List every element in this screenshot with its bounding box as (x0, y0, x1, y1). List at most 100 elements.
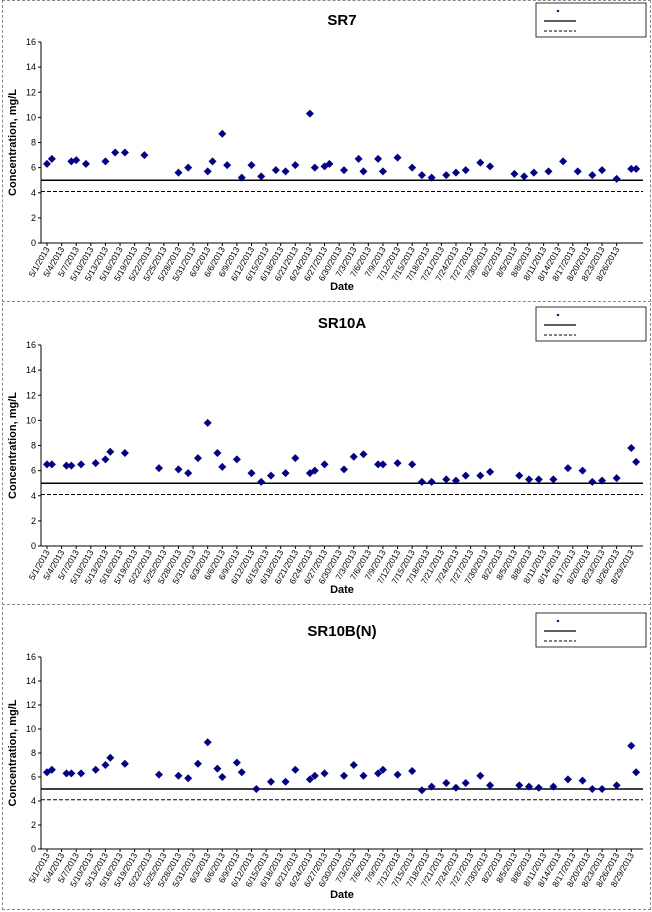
data-point (525, 475, 534, 484)
data-point (417, 171, 426, 180)
y-axis-label: Concentration, mg/L (7, 699, 19, 806)
data-point (266, 471, 275, 480)
y-tick-label: 2 (31, 820, 36, 830)
data-point (378, 167, 387, 176)
data-point (218, 129, 227, 138)
y-axis-label: Concentration, mg/L (7, 392, 19, 499)
y-tick-label: 8 (31, 748, 36, 758)
data-point (374, 154, 383, 163)
chart-panel-sr10a: SR10A Concentration, mg/L 0 2 4 6 8 10 12 14 16 5/1… (2, 303, 651, 605)
y-tick-label: 4 (31, 796, 36, 806)
data-point (281, 167, 290, 176)
data-point (81, 159, 90, 168)
data-point (325, 159, 334, 168)
data-point (232, 758, 241, 767)
data-point (510, 169, 519, 178)
data-point (359, 450, 368, 459)
data-point (378, 765, 387, 774)
data-point (627, 164, 636, 173)
data-point (193, 759, 202, 768)
data-point (378, 460, 387, 469)
y-tick-label: 10 (26, 112, 36, 122)
data-point (47, 765, 56, 774)
data-point (442, 475, 451, 484)
data-point (451, 476, 460, 485)
data-point (534, 475, 543, 484)
data-point (612, 474, 621, 483)
data-point (213, 449, 222, 458)
data-point (184, 469, 193, 478)
y-tick-label: 16 (26, 340, 36, 350)
data-point (408, 163, 417, 172)
data-point (359, 771, 368, 780)
data-point (451, 168, 460, 177)
data-point (120, 449, 129, 458)
y-tick-label: 16 (26, 37, 36, 47)
data-point (111, 148, 120, 157)
x-axis-label: Date (330, 281, 354, 293)
data-point (486, 467, 495, 476)
data-point (174, 168, 183, 177)
data-point (627, 741, 636, 750)
y-tick-label: 0 (31, 238, 36, 248)
data-point (515, 471, 524, 480)
data-point (486, 781, 495, 790)
data-point (340, 771, 348, 780)
y-tick-label: 0 (31, 844, 36, 854)
data-point (588, 785, 597, 793)
data-point (106, 753, 115, 762)
data-point (476, 158, 485, 167)
data-point (62, 461, 71, 470)
data-point (213, 764, 222, 773)
data-point (91, 765, 100, 774)
data-point (417, 477, 426, 486)
chart-panel-sr10b-n: SR10B(N) Concentration, mg/L 0 2 4 6 8 10 12 14 16… (2, 607, 651, 910)
y-tick-label: 6 (31, 163, 36, 173)
data-point (77, 769, 86, 778)
data-point (393, 459, 402, 468)
data-point (266, 777, 275, 786)
data-point (632, 164, 641, 173)
data-point (305, 775, 314, 784)
data-point (237, 768, 246, 777)
y-tick-label: 6 (31, 466, 36, 476)
data-point (476, 471, 485, 480)
data-point (77, 460, 86, 469)
legend-marker-diamond (556, 313, 560, 317)
data-point (247, 469, 256, 478)
data-point (632, 457, 641, 466)
data-point (408, 460, 417, 469)
y-tick-label: 8 (31, 441, 36, 451)
y-tick-label: 0 (31, 541, 36, 551)
y-tick-label: 16 (26, 652, 36, 662)
data-point (310, 771, 319, 780)
data-point (193, 454, 202, 463)
data-point (154, 464, 163, 473)
data-point (120, 759, 129, 768)
data-point (393, 153, 402, 162)
data-point (578, 776, 587, 785)
data-point (544, 167, 553, 176)
data-point (515, 781, 524, 790)
data-point (62, 769, 71, 778)
data-point (534, 783, 543, 792)
data-point (106, 447, 115, 456)
legend-marker-diamond (556, 9, 560, 13)
data-point (281, 777, 290, 786)
data-point (72, 156, 81, 165)
data-point (203, 738, 212, 747)
y-tick-label: 12 (26, 390, 36, 400)
data-point (549, 782, 558, 791)
y-tick-label: 14 (26, 62, 36, 72)
data-point (91, 459, 100, 468)
y-tick-label: 14 (26, 365, 36, 375)
data-point (408, 767, 417, 775)
data-point (257, 477, 266, 486)
data-point (310, 466, 319, 475)
data-point (67, 769, 76, 778)
data-point (374, 460, 383, 469)
legend-box (535, 612, 647, 648)
data-point (578, 466, 587, 475)
data-point (43, 460, 51, 469)
